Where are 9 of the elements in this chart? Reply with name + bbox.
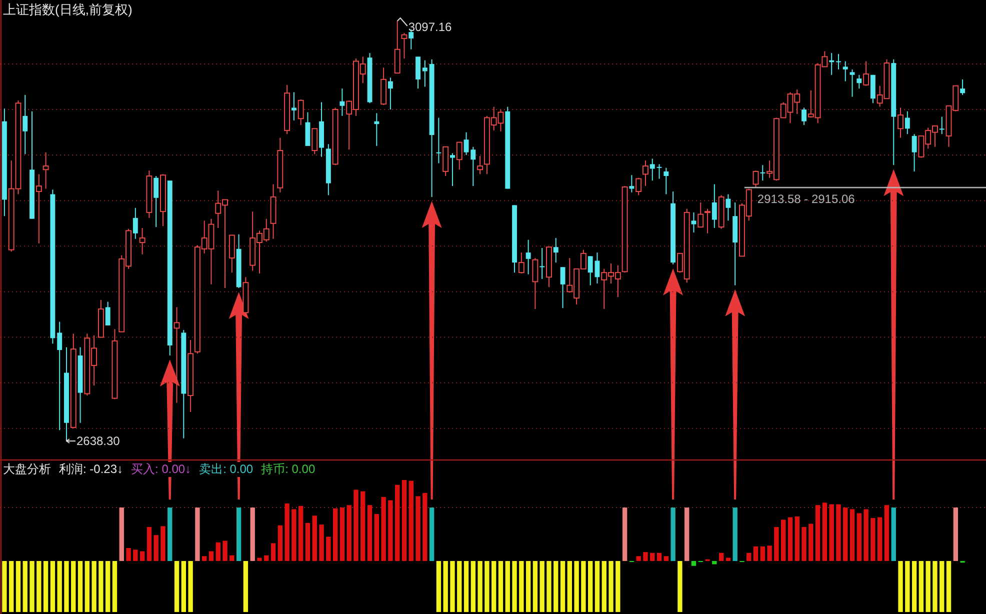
text: 利润: -0.23↓	[59, 462, 124, 476]
text: 卖出: 0.00	[199, 462, 254, 476]
chart-title: 大盘分析	[3, 462, 51, 476]
band-label: 2913.58 - 2915.06	[757, 192, 856, 206]
text: 买入: 0.00↓	[131, 462, 192, 476]
annotation: 2638.30	[76, 434, 120, 448]
text: 持币: 0.00	[261, 462, 316, 476]
chart-title: 上证指数(日线,前复权)	[3, 2, 132, 17]
annotation: 3097.16	[408, 20, 452, 34]
